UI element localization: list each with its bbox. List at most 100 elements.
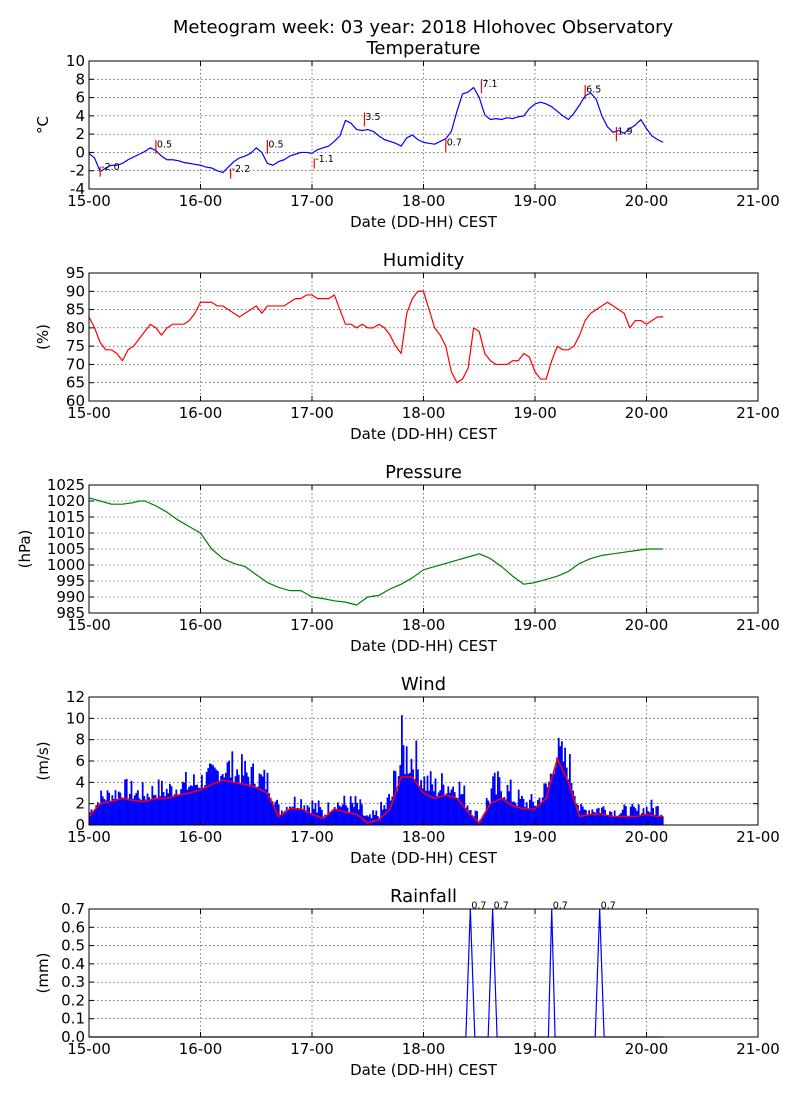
wind-gust-bar — [116, 799, 118, 825]
wind-gust-bar — [149, 799, 152, 825]
wind-gust-bar — [341, 804, 344, 825]
wind-gust-bar — [143, 796, 146, 825]
wind-gust-bar — [466, 805, 469, 825]
wind-gust-bar — [111, 795, 114, 825]
wind-gust-bar — [545, 783, 547, 825]
wind-gust-bar — [573, 796, 576, 825]
wind-gust-bar — [626, 815, 629, 825]
wind-gust-bar — [340, 806, 342, 825]
pressure-x-tick-label: 15-00 — [67, 616, 111, 634]
wind-gust-bar — [417, 769, 419, 825]
wind-gust-bar — [162, 791, 165, 825]
temperature-y-tick-label: 2 — [75, 125, 85, 143]
wind-x-axis-label: Date (DD-HH) CEST — [350, 849, 498, 867]
wind-gust-bar — [298, 808, 301, 825]
wind-gust-bar — [487, 800, 490, 825]
temperature-annotation-label: 0.5 — [157, 139, 172, 150]
wind-gust-bar — [506, 784, 509, 825]
wind-gust-bar — [527, 808, 530, 825]
wind-gust-bar — [389, 800, 392, 825]
humidity-plot — [88, 290, 664, 384]
wind-gust-bar — [249, 784, 251, 825]
rainfall-annotation-label: 0.7 — [553, 901, 568, 912]
wind-gust-bar — [378, 819, 381, 825]
temperature-y-tick-label: 4 — [75, 107, 85, 125]
wind-gust-bar — [449, 792, 451, 825]
wind-gust-bar — [250, 766, 253, 825]
wind-gust-bar — [287, 810, 290, 825]
wind-gust-bar — [642, 808, 645, 825]
wind-gust-bar — [607, 815, 610, 825]
wind-gust-bar — [325, 816, 328, 825]
wind-gust-bar — [213, 767, 216, 825]
wind-x-tick-label: 15-00 — [67, 828, 111, 846]
wind-gust-bar — [210, 764, 213, 825]
pressure-panel: Pressure98599099510001005101010151020102… — [16, 462, 780, 655]
wind-gust-bar — [309, 813, 312, 825]
wind-y-tick-label: 10 — [66, 709, 85, 727]
humidity-x-tick-label: 21-00 — [736, 404, 780, 422]
rainfall-y-tick-label: 0.5 — [61, 937, 85, 955]
wind-gust-bar — [463, 785, 466, 825]
wind-gust-bar — [236, 769, 238, 825]
wind-gust-bar — [129, 793, 131, 825]
wind-gust-bar — [394, 771, 397, 825]
wind-gust-bar — [257, 786, 259, 825]
humidity-x-tick-label: 20-00 — [625, 404, 669, 422]
wind-gust-bar — [473, 816, 475, 825]
wind-gust-bar — [511, 801, 514, 825]
wind-gust-bar — [418, 785, 421, 825]
figure-title: Meteogram week: 03 year: 2018 Hlohovec O… — [173, 17, 674, 38]
wind-gust-bar — [441, 773, 443, 825]
pressure-y-tick-label: 990 — [56, 588, 85, 606]
wind-gust-bar — [311, 800, 314, 825]
wind-gust-bar — [202, 787, 205, 825]
wind-gust-bar — [247, 776, 250, 825]
pressure-plot — [88, 497, 664, 606]
wind-gust-bar — [533, 806, 536, 825]
wind-gust-bar — [565, 767, 568, 825]
wind-gust-bar — [265, 789, 267, 825]
wind-gust-bar — [636, 810, 638, 825]
wind-gust-bar — [593, 811, 595, 825]
wind-gust-bar — [492, 776, 494, 825]
temperature-annotation-label: -2.2 — [232, 164, 251, 175]
wind-gust-bar — [645, 806, 648, 825]
wind-gust-bar — [93, 809, 96, 825]
wind-gust-bar — [335, 809, 338, 825]
pressure-x-tick-label: 20-00 — [625, 616, 669, 634]
wind-gust-bar — [273, 804, 275, 825]
wind-gust-bar — [317, 800, 320, 825]
wind-gust-bar — [561, 741, 563, 825]
temperature-x-tick-label: 18-00 — [402, 192, 446, 210]
wind-gust-bar — [178, 794, 181, 825]
wind-gust-bar — [639, 815, 642, 825]
wind-gust-bar — [516, 805, 518, 825]
wind-gust-bar — [338, 805, 341, 825]
wind-gust-bar — [121, 797, 123, 825]
wind-x-tick-label: 21-00 — [736, 828, 780, 846]
wind-gust-bar — [413, 778, 416, 825]
wind-gust-bar — [180, 789, 182, 825]
wind-gust-bar — [649, 812, 651, 825]
pressure-x-axis: 15-00 16-00 17-00 18-00 19-00 20-00 21-00 — [67, 485, 780, 634]
wind-gust-bar — [146, 793, 149, 825]
wind-gust-bar — [585, 810, 587, 825]
wind-gust-bar — [239, 782, 242, 825]
rainfall-y-tick-label: 0.6 — [61, 918, 85, 936]
wind-gust-bar — [583, 809, 586, 825]
temperature-annotation-label: 3.5 — [365, 112, 380, 123]
wind-gust-bar — [586, 814, 589, 825]
rainfall-grid — [88, 908, 759, 1038]
temperature-x-tick-label: 19-00 — [513, 192, 557, 210]
wind-gust-bar — [442, 784, 445, 825]
rainfall-y-tick-label: 0.2 — [61, 991, 85, 1009]
wind-gust-bar — [289, 806, 291, 825]
wind-gust-bar — [599, 812, 602, 825]
wind-y-tick-label: 0 — [75, 816, 85, 834]
wind-gust-bar — [234, 776, 237, 825]
wind-gust-bar — [399, 765, 402, 825]
wind-x-axis: 15-00 16-00 17-00 18-00 19-00 20-00 21-00 — [67, 697, 780, 846]
rainfall-y-tick-label: 0.7 — [61, 900, 85, 918]
